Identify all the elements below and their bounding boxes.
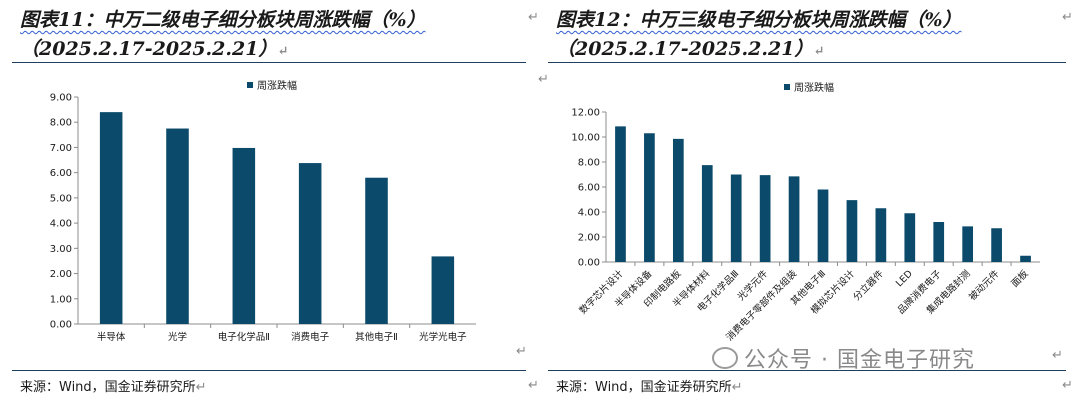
- left-bottom-rule: [12, 370, 526, 371]
- bar: [730, 174, 742, 262]
- paragraph-mark: ↵: [538, 72, 549, 87]
- x-tick-label: 数字芯片设计: [577, 267, 626, 316]
- y-tick-label: 8.00: [578, 158, 600, 169]
- paragraph-mark: ↵: [1062, 10, 1073, 25]
- paragraph-mark: ↵: [1052, 348, 1063, 363]
- bar: [904, 213, 916, 262]
- legend-swatch: [784, 84, 790, 90]
- left-bar-chart: 周涨跌幅 0.00 1.00 2.00 3.00 4.00 5.00 6.00 7.00 8.00…: [50, 79, 476, 343]
- right-bar-chart: 周涨跌幅 0.00 2.00 4.00 6.00 8.00 10.00 12.00 数字芯片设计…: [571, 81, 1040, 343]
- x-tick-label: 半导体: [97, 331, 126, 343]
- y-tick-label: 4.00: [578, 208, 600, 219]
- legend: 周涨跌幅: [784, 81, 834, 94]
- left-top-rule: [12, 62, 526, 63]
- x-tick-label: 面板: [1009, 267, 1031, 289]
- x-tick-label: 分立器件: [851, 267, 887, 303]
- y-tick-label: 1.00: [50, 294, 72, 305]
- bar: [759, 175, 771, 262]
- y-tick-label: 0.00: [578, 258, 600, 269]
- y-tick-label: 3.00: [50, 244, 72, 255]
- y-tick-label: 5.00: [50, 193, 72, 204]
- left-figure-title: 图表11：中万二级电子细分板块周涨跌幅（%）: [20, 9, 426, 31]
- legend-label: 周涨跌幅: [794, 81, 834, 94]
- bar: [1020, 255, 1031, 262]
- paragraph-mark: ↵: [528, 10, 539, 25]
- x-tick-label: 被动元件: [966, 267, 1002, 303]
- legend-label: 周涨跌幅: [257, 79, 297, 92]
- bar: [644, 133, 655, 262]
- bar: [933, 222, 945, 262]
- bar: [672, 138, 684, 262]
- y-tick-label: 10.00: [571, 133, 600, 144]
- watermark: 公众号 · 国金电子研究: [712, 342, 975, 374]
- bar: [817, 189, 829, 262]
- paragraph-mark: ↵: [528, 378, 539, 393]
- legend-swatch: [247, 82, 253, 88]
- wechat-icon: [712, 347, 738, 369]
- bar: [875, 208, 887, 262]
- right-top-rule: [548, 62, 1066, 63]
- bar: [846, 200, 858, 262]
- bar: [701, 165, 713, 262]
- y-tick-label: 6.00: [50, 168, 72, 179]
- left-source-note: 来源：Wind，国金证券研究所↵: [20, 380, 207, 395]
- y-tick-label: 4.00: [50, 219, 72, 230]
- x-tick-label: LED: [894, 268, 915, 289]
- x-tick-label: 其他电子Ⅱ: [355, 331, 398, 343]
- y-tick-label: 8.00: [50, 118, 72, 129]
- bar: [166, 128, 189, 324]
- x-tick-label: 电子化学品Ⅱ: [218, 331, 270, 343]
- bar: [615, 126, 626, 262]
- bar: [232, 147, 256, 324]
- right-source-note: 来源：Wind，国金证券研究所↵: [556, 380, 743, 395]
- y-tick-label: 7.00: [50, 143, 72, 154]
- right-figure-title: 图表12：中万三级电子细分板块周涨跌幅（%）: [556, 9, 962, 31]
- bar: [298, 163, 322, 324]
- y-tick-label: 2.00: [50, 269, 72, 280]
- paragraph-mark: ↵: [516, 344, 527, 359]
- x-tick-label: 消费电子: [291, 331, 330, 343]
- bar: [788, 176, 800, 262]
- y-tick-label: 9.00: [50, 93, 72, 104]
- y-tick-label: 2.00: [578, 233, 600, 244]
- y-tick-label: 6.00: [578, 183, 600, 194]
- bar: [431, 256, 455, 324]
- right-date-range: （2025.2.17-2025.2.21）↵: [556, 38, 825, 60]
- x-tick-label: 光学: [168, 331, 187, 343]
- right-bottom-rule: [548, 370, 1066, 371]
- bar: [991, 228, 1002, 262]
- paragraph-mark: ↵: [1062, 378, 1073, 393]
- left-date-range: （2025.2.17-2025.2.21）↵: [20, 38, 289, 60]
- y-tick-label: 12.00: [571, 108, 600, 119]
- bar: [365, 177, 388, 324]
- legend: 周涨跌幅: [247, 79, 297, 92]
- bar: [962, 226, 974, 262]
- x-tick-label: 光学光电子: [419, 331, 467, 343]
- y-tick-label: 0.00: [50, 320, 72, 331]
- bar: [99, 112, 123, 324]
